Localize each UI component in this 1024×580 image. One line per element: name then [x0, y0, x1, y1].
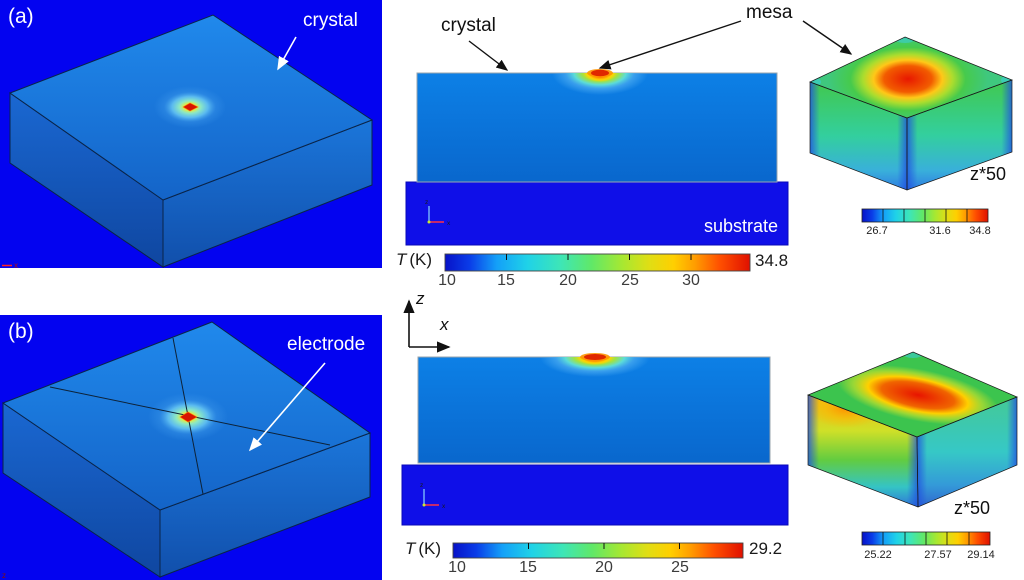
colorbar-top-tick: 25	[621, 272, 639, 289]
temperature-symbol: T	[405, 539, 416, 558]
colorbar-top	[444, 253, 751, 272]
panel-b-3d-view: z	[0, 315, 382, 580]
mesa-colorbar-bottom-tick: 29.14	[967, 549, 995, 561]
panel-a-3d-view: x	[0, 0, 382, 270]
colorbar-bottom-tick: 15	[519, 559, 537, 576]
mini-z-label: z	[420, 482, 423, 489]
panel-a-tag: (a)	[8, 5, 34, 28]
mini-axes-bottom: z x	[420, 482, 446, 510]
mesa-colorbar-top-tick: 34.8	[969, 225, 991, 237]
mesa-colorbar-bottom-tick: 27.57	[924, 549, 952, 561]
axes-z-label: z	[416, 289, 425, 308]
colorbar-top-tick: 30	[682, 272, 700, 289]
mesa-hot-spot-b	[179, 411, 198, 423]
colorbar-top-max: 34.8	[755, 251, 789, 270]
substrate-bottom	[401, 464, 789, 526]
mesa-bottom-edges	[807, 351, 1018, 508]
axes-x-label: x	[440, 315, 449, 334]
mini-axis-label-b: z	[2, 571, 6, 580]
mesa-hot-spot-a	[182, 102, 199, 112]
colorbar-bottom-ticks	[528, 543, 680, 549]
colorbar-bottom	[452, 542, 744, 559]
mesa-arrow-right	[802, 20, 853, 55]
mesa-bump-top	[591, 69, 609, 77]
mesa-label: mesa	[746, 2, 793, 23]
cross-section-crystal-label: crystal	[441, 15, 496, 36]
mesa-colorbar-top-tick: 26.7	[866, 225, 888, 237]
cross-section-bottom: z x	[401, 353, 789, 526]
colorbar-bottom-max: 29.2	[749, 539, 783, 558]
mesa-colorbar-top-tick: 31.6	[929, 225, 951, 237]
mesa-bump-bottom	[584, 354, 606, 360]
mesa-colorbar-bottom-dividers	[882, 532, 970, 545]
colorbar-top-tick: 20	[559, 272, 577, 289]
mesa-arrow-left	[598, 20, 742, 70]
temperature-symbol: T	[396, 250, 407, 269]
mesa-top-edges	[809, 36, 1013, 191]
temperature-unit: (K)	[409, 250, 433, 269]
cross-section-top: z x	[405, 20, 853, 246]
colorbar-bottom-tick: 25	[671, 559, 689, 576]
colorbar-top-tick: 15	[497, 272, 515, 289]
crystal-annotation-arrow-a	[277, 36, 297, 71]
panel-b-tag: (b)	[8, 320, 34, 343]
mesa-top-scale-label: z*50	[970, 164, 1007, 184]
crystal-label-arrow	[468, 40, 509, 71]
mesa-bottom-top-face-blob	[837, 352, 999, 425]
mesa-bottom-scale-label: z*50	[954, 498, 991, 518]
mini-z-label: z	[425, 199, 428, 206]
substrate-top	[405, 181, 789, 246]
mini-x-label: x	[447, 220, 451, 227]
colorbar-bottom-title: T (K)	[405, 540, 441, 557]
colorbar-top-ticks	[506, 254, 692, 260]
mesa-view-bottom	[807, 351, 1018, 546]
panel-b-electrode-label: electrode	[287, 334, 366, 355]
mesa-view-top	[809, 36, 1013, 223]
colorbar-bottom-tick: 10	[448, 559, 466, 576]
mesa-colorbar-top-dividers	[882, 209, 968, 222]
mini-axes-top: z x	[425, 199, 451, 227]
mini-axis-label-a: x	[14, 261, 18, 270]
electrode-annotation-arrow	[248, 362, 326, 452]
axes-indicator	[403, 299, 451, 353]
colorbar-bottom-tick: 20	[595, 559, 613, 576]
colorbar-top-tick: 10	[438, 272, 456, 289]
mesa-colorbar-bottom-tick: 25.22	[864, 549, 892, 561]
mini-x-label: x	[442, 503, 446, 510]
panel-a-crystal-label: crystal	[303, 10, 358, 31]
colorbar-top-title: T (K)	[396, 251, 432, 268]
substrate-label: substrate	[703, 216, 778, 236]
temperature-unit: (K)	[418, 539, 442, 558]
